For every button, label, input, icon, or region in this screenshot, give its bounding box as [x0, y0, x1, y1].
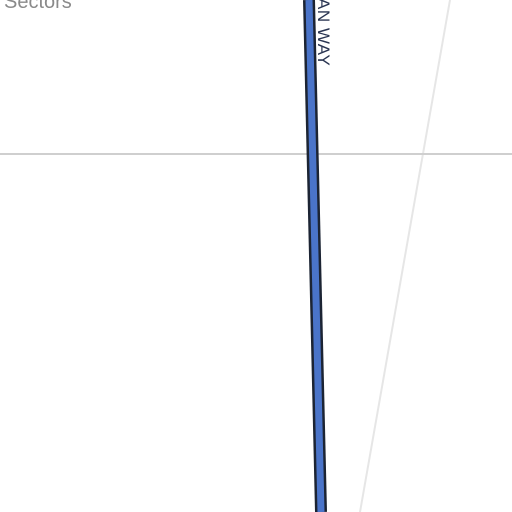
area-label-sectors: Sectors: [4, 0, 72, 13]
street-name-label: AN WAY: [314, 0, 333, 66]
main-road[interactable]: [305, 0, 325, 512]
minor-road: [359, 0, 451, 512]
